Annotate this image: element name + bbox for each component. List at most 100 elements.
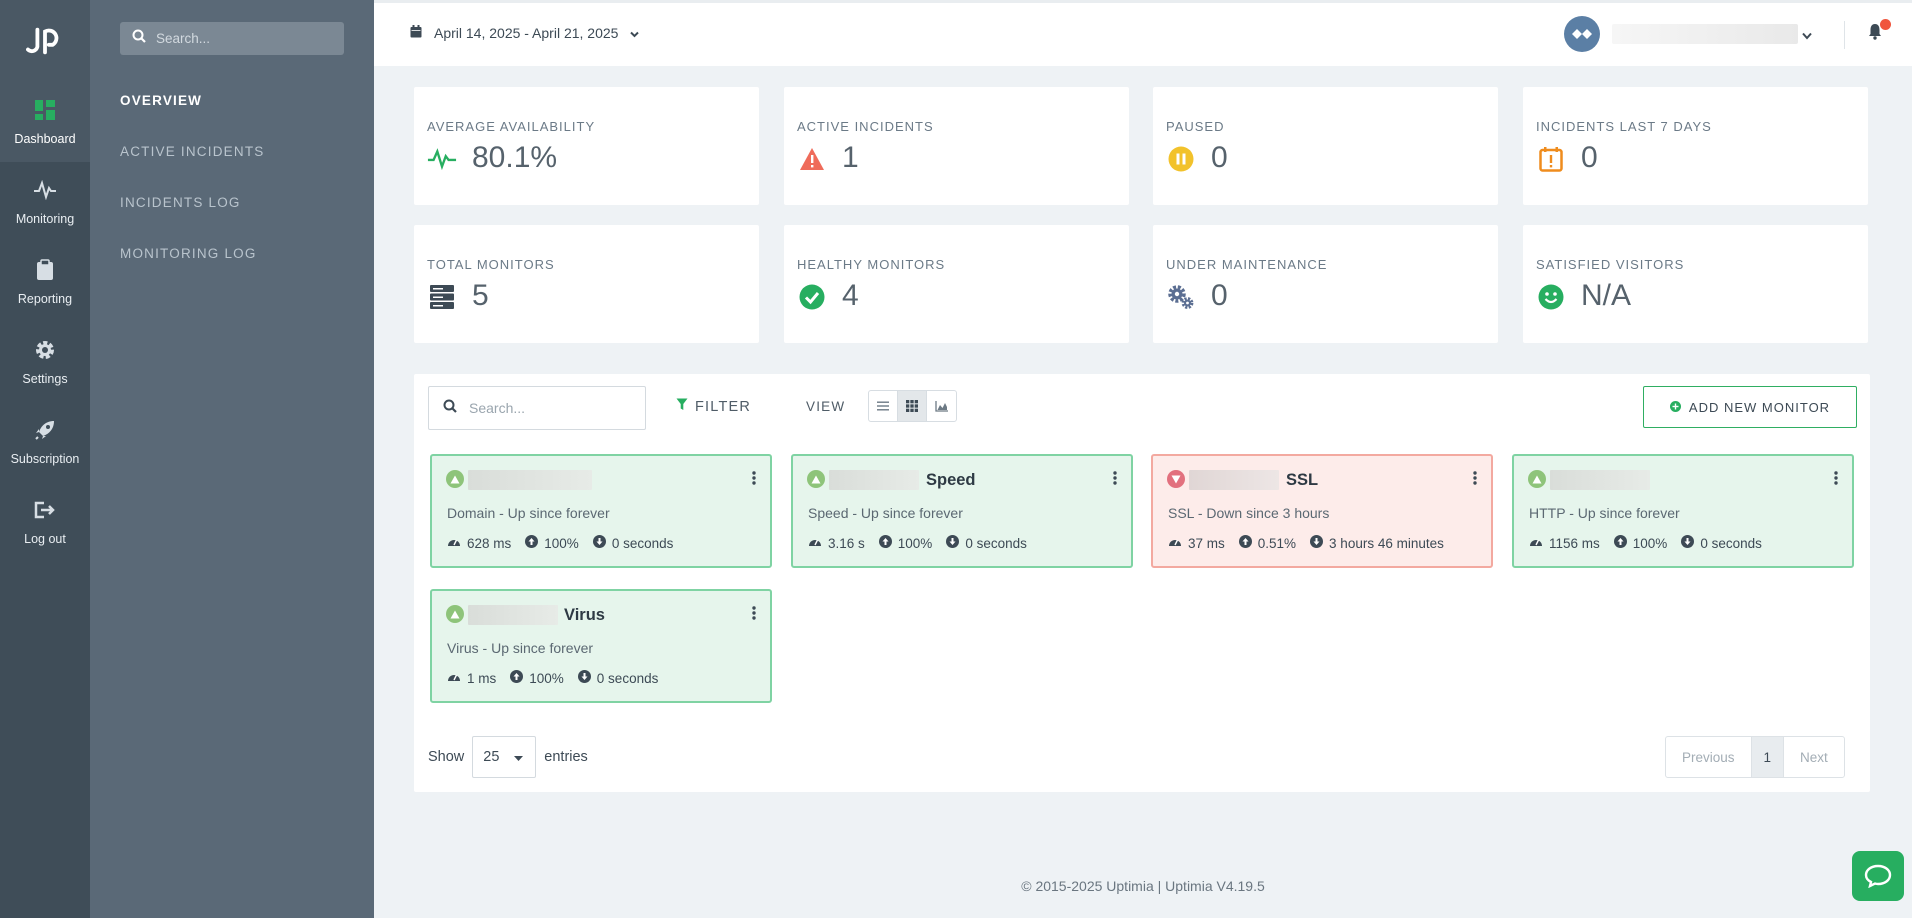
rail-item-logout[interactable]: Log out xyxy=(0,482,90,562)
status-down-icon xyxy=(1167,470,1185,488)
stat-total-monitors[interactable]: TOTAL MONITORS 5 xyxy=(414,225,759,343)
date-range-picker[interactable]: April 14, 2025 - April 21, 2025 xyxy=(410,25,640,41)
check-circle-icon xyxy=(797,282,827,312)
pagination: Previous 1 Next xyxy=(1665,736,1845,778)
stat-active-incidents[interactable]: ACTIVE INCIDENTS 1 xyxy=(784,87,1129,205)
status-up-icon xyxy=(446,470,464,488)
arrow-down-circle-icon xyxy=(1681,535,1695,551)
monitor-card[interactable]: HTTP - Up since forever 1156 ms 100% 0 s… xyxy=(1512,454,1854,568)
more-vertical-icon[interactable] xyxy=(752,471,756,490)
search-icon xyxy=(132,29,146,48)
subnav-monitoring-log[interactable]: MONITORING LOG xyxy=(120,246,257,261)
rail-item-settings[interactable]: Settings xyxy=(0,322,90,402)
speedometer-icon xyxy=(1529,536,1543,551)
stat-value: 0 xyxy=(1211,279,1228,312)
grid-icon xyxy=(906,400,918,412)
stat-label: SATISFIED VISITORS xyxy=(1536,257,1685,272)
stat-satisfied-visitors[interactable]: SATISFIED VISITORS N/A xyxy=(1523,225,1868,343)
show-label: Show xyxy=(428,749,465,765)
next-page-button[interactable]: Next xyxy=(1800,749,1828,765)
top-bar: April 14, 2025 - April 21, 2025 xyxy=(374,0,1912,66)
rail-item-subscription[interactable]: Subscription xyxy=(0,402,90,482)
speedometer-icon xyxy=(447,536,461,551)
monitor-stats: 1156 ms 100% 0 seconds xyxy=(1529,535,1776,551)
rail-label: Reporting xyxy=(17,292,73,306)
rail-item-monitoring[interactable]: Monitoring xyxy=(0,162,90,242)
subnav-incidents-log[interactable]: INCIDENTS LOG xyxy=(120,195,241,210)
chevron-down-icon[interactable] xyxy=(1802,27,1812,45)
status-up-icon xyxy=(446,605,464,623)
stat-paused[interactable]: PAUSED 0 xyxy=(1153,87,1498,205)
date-range-text: April 14, 2025 - April 21, 2025 xyxy=(434,25,619,41)
pause-icon xyxy=(1166,144,1196,174)
monitor-name-redacted xyxy=(468,605,558,625)
downtime-duration: 0 seconds xyxy=(596,670,659,686)
chat-button[interactable] xyxy=(1852,851,1904,901)
monitor-card[interactable]: Virus Virus - Up since forever 1 ms 100%… xyxy=(430,589,772,703)
page-1-button[interactable]: 1 xyxy=(1751,737,1785,777)
more-vertical-icon[interactable] xyxy=(1113,471,1117,490)
sidebar-search-input[interactable] xyxy=(156,31,326,46)
response-time: 1 ms xyxy=(467,670,497,686)
filter-button[interactable]: FILTER xyxy=(676,398,751,415)
subnav-active-incidents[interactable]: ACTIVE INCIDENTS xyxy=(120,144,265,159)
monitors-panel: FILTER VIEW ADD NEW MONITOR Domain - Up … xyxy=(414,374,1870,792)
bell-icon[interactable] xyxy=(1868,23,1882,45)
stat-value: N/A xyxy=(1581,279,1632,312)
monitor-search[interactable] xyxy=(428,386,646,430)
clipboard-icon xyxy=(32,258,58,282)
add-new-monitor-button[interactable]: ADD NEW MONITOR xyxy=(1643,386,1857,428)
monitor-card[interactable]: SSL SSL - Down since 3 hours 37 ms 0.51%… xyxy=(1151,454,1493,568)
gear-icon xyxy=(32,338,58,362)
stat-label: TOTAL MONITORS xyxy=(427,257,555,272)
stat-healthy-monitors[interactable]: HEALTHY MONITORS 4 xyxy=(784,225,1129,343)
monitor-subtitle: SSL - Down since 3 hours xyxy=(1168,505,1330,521)
monitor-subtitle: Virus - Up since forever xyxy=(447,640,594,656)
calendar-alert-icon xyxy=(1536,144,1566,174)
list-icon xyxy=(877,401,889,411)
stat-value: 0 xyxy=(1581,141,1598,174)
arrow-down-circle-icon xyxy=(946,535,960,551)
smile-icon xyxy=(1536,282,1566,312)
stat-under-maintenance[interactable]: UNDER MAINTENANCE 0 xyxy=(1153,225,1498,343)
monitor-search-input[interactable] xyxy=(469,400,629,416)
stat-incidents-last-7-days[interactable]: INCIDENTS LAST 7 DAYS 0 xyxy=(1523,87,1868,205)
downtime-duration: 3 hours 46 minutes xyxy=(1329,535,1444,551)
view-label: VIEW xyxy=(806,399,846,414)
more-vertical-icon[interactable] xyxy=(1834,471,1838,490)
monitor-name: Virus xyxy=(564,606,605,624)
more-vertical-icon[interactable] xyxy=(1473,471,1477,490)
monitor-name-redacted xyxy=(1550,470,1650,490)
search-icon xyxy=(443,399,457,418)
stat-label: ACTIVE INCIDENTS xyxy=(797,119,934,134)
uptime-percent: 100% xyxy=(529,670,564,686)
more-vertical-icon[interactable] xyxy=(752,606,756,625)
speedometer-icon xyxy=(808,536,822,551)
rail-item-reporting[interactable]: Reporting xyxy=(0,242,90,322)
stat-value: 4 xyxy=(842,279,859,312)
dashboard-icon xyxy=(32,98,58,122)
arrow-up-circle-icon xyxy=(878,535,892,551)
stat-value: 0 xyxy=(1211,141,1228,174)
user-name-redacted[interactable] xyxy=(1612,24,1798,44)
subnav-overview[interactable]: OVERVIEW xyxy=(120,93,203,108)
stat-average-availability: AVERAGE AVAILABILITY 80.1% xyxy=(414,87,759,205)
uptime-percent: 100% xyxy=(544,535,579,551)
grid-view-button[interactable] xyxy=(898,391,927,421)
logout-icon xyxy=(32,498,58,522)
entries-select[interactable]: 25 xyxy=(472,736,537,778)
previous-page-button[interactable]: Previous xyxy=(1666,737,1752,777)
rocket-icon xyxy=(32,418,58,442)
rail-label: Log out xyxy=(24,532,66,546)
stat-label: PAUSED xyxy=(1166,119,1225,134)
chart-view-button[interactable] xyxy=(927,391,956,421)
uptimia-logo[interactable] xyxy=(0,0,90,82)
avatar[interactable] xyxy=(1564,16,1600,52)
monitor-card[interactable]: Speed Speed - Up since forever 3.16 s 10… xyxy=(791,454,1133,568)
sidebar-search[interactable] xyxy=(120,22,344,55)
stat-label: INCIDENTS LAST 7 DAYS xyxy=(1536,119,1712,134)
monitor-subtitle: Speed - Up since forever xyxy=(808,505,963,521)
rail-item-dashboard[interactable]: Dashboard xyxy=(0,82,90,162)
list-view-button[interactable] xyxy=(869,391,898,421)
monitor-card[interactable]: Domain - Up since forever 628 ms 100% 0 … xyxy=(430,454,772,568)
